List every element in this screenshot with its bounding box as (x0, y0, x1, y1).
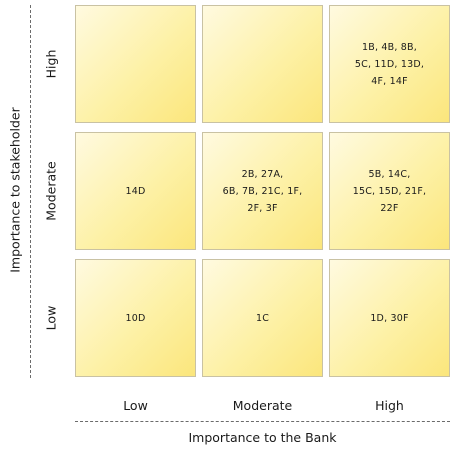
y-tick-low: Low (43, 305, 59, 331)
cell-high-moderate (202, 5, 323, 123)
x-axis-title: Importance to the Bank (188, 430, 337, 445)
cell-text: 1C (255, 312, 270, 324)
cell-low-high: 1D, 30F (329, 259, 450, 377)
cell-text: 5B, 14C, 15C, 15D, 21F, 22F (352, 168, 427, 214)
x-tick-high: High (375, 398, 404, 413)
y-tick-moderate: Moderate (43, 161, 59, 221)
y-axis-line (30, 5, 31, 378)
cell-low-low: 10D (75, 259, 196, 377)
y-tick-high: High (43, 49, 59, 79)
cell-low-moderate: 1C (202, 259, 323, 377)
cell-text: 1D, 30F (370, 312, 409, 324)
cell-text: 2B, 27A, 6B, 7B, 21C, 1F, 2F, 3F (222, 168, 303, 214)
cell-high-high: 1B, 4B, 8B, 5C, 11D, 13D, 4F, 14F (329, 5, 450, 123)
cell-text: 14D (125, 185, 146, 197)
cell-moderate-moderate: 2B, 27A, 6B, 7B, 21C, 1F, 2F, 3F (202, 132, 323, 250)
cell-text: 10D (125, 312, 146, 324)
x-axis-line (75, 421, 450, 422)
y-axis-title: Importance to stakeholder (7, 107, 23, 273)
cell-high-low (75, 5, 196, 123)
cell-moderate-low: 14D (75, 132, 196, 250)
x-tick-moderate: Moderate (232, 398, 293, 413)
x-tick-low: Low (123, 398, 148, 413)
cell-moderate-high: 5B, 14C, 15C, 15D, 21F, 22F (329, 132, 450, 250)
cell-text: 1B, 4B, 8B, 5C, 11D, 13D, 4F, 14F (354, 41, 425, 87)
